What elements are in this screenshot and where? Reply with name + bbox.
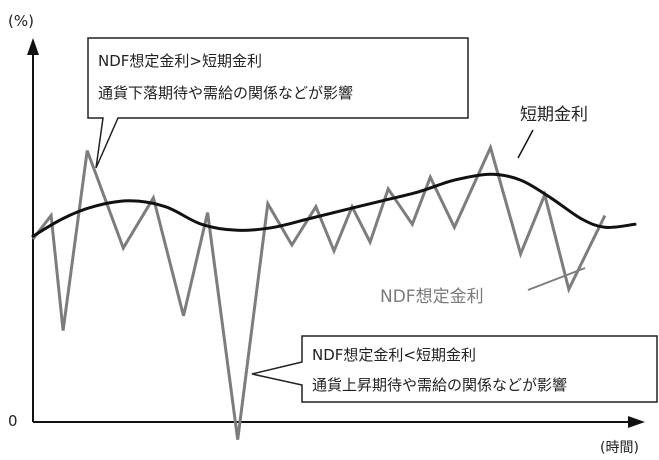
callout-upper-line2: 通貨下落期待や需給の関係などが影響 (98, 84, 353, 102)
series-line-ndf-rate (31, 143, 607, 440)
label-ndf-rate-leader (527, 267, 586, 291)
y-axis-arrow (27, 38, 39, 55)
x-axis-label: (時間) (600, 440, 639, 456)
callout-lower-box (251, 335, 658, 403)
series-line-short-rate (31, 172, 637, 238)
y-zero-label: 0 (8, 412, 18, 430)
callout-lower-line1: NDF想定金利<短期金利 (312, 346, 476, 364)
callout-upper: NDF想定金利>短期金利 通貨下落期待や需給の関係などが影響 (87, 37, 469, 169)
callout-lower-line2: 通貨上昇期待や需給の関係などが影響 (312, 376, 567, 394)
y-axis-label: (%) (8, 12, 34, 30)
label-ndf-rate-group: NDF想定金利 (380, 267, 586, 307)
label-short-rate: 短期金利 (520, 105, 588, 125)
label-short-rate-group: 短期金利 (517, 105, 588, 159)
x-axis-arrow (628, 416, 645, 428)
label-ndf-rate: NDF想定金利 (380, 287, 484, 307)
callout-upper-box (87, 37, 469, 169)
callout-upper-line1: NDF想定金利>短期金利 (98, 52, 262, 70)
label-short-rate-leader (517, 129, 534, 159)
callout-lower: NDF想定金利<短期金利 通貨上昇期待や需給の関係などが影響 (251, 335, 658, 403)
